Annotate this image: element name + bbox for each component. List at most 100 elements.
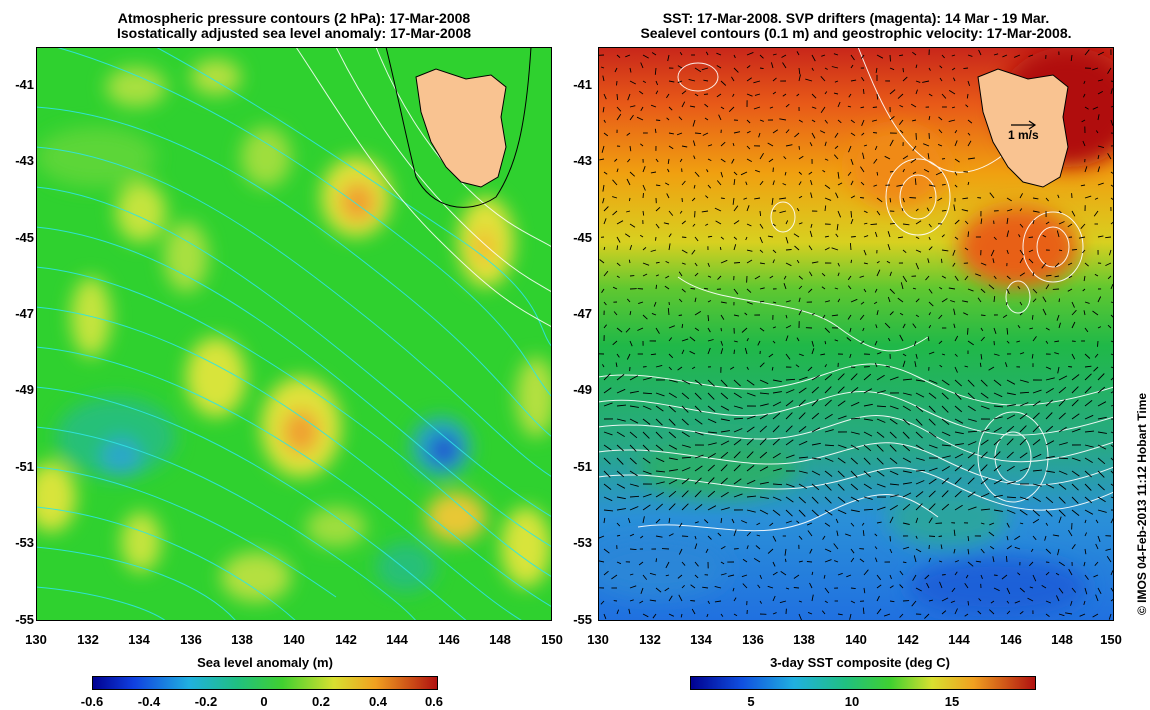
velocity-arrow — [993, 494, 1003, 498]
velocity-arrow — [694, 543, 698, 550]
velocity-arrow — [809, 230, 813, 238]
velocity-arrow — [785, 103, 790, 108]
velocity-arrow — [954, 405, 963, 413]
velocity-arrow — [603, 270, 609, 277]
velocity-arrow — [1017, 325, 1021, 329]
velocity-arrow — [953, 323, 956, 329]
velocity-arrow — [897, 93, 904, 99]
geostrophic-velocity-field — [598, 49, 1114, 621]
velocity-arrow — [755, 169, 761, 173]
velocity-arrow — [939, 560, 943, 563]
velocity-arrow — [629, 444, 637, 452]
velocity-arrow — [629, 67, 632, 73]
velocity-arrow — [1055, 595, 1060, 602]
velocity-arrow — [694, 405, 702, 413]
velocity-arrow — [1068, 568, 1073, 576]
velocity-arrow — [780, 571, 787, 576]
velocity-arrow — [785, 300, 791, 303]
velocity-arrow — [863, 222, 868, 225]
velocity-arrow — [707, 490, 716, 498]
velocity-arrow — [863, 373, 872, 381]
velocity-arrow — [928, 93, 933, 97]
velocity-arrow — [928, 184, 936, 187]
velocity-arrow — [824, 67, 828, 70]
imos-credit: © IMOS 04-Feb-2013 11:12 Hobart Time — [1135, 392, 1149, 615]
velocity-arrow — [1006, 379, 1016, 385]
velocity-arrow — [850, 387, 859, 394]
velocity-arrow — [811, 93, 817, 99]
velocity-arrow — [824, 386, 832, 394]
velocity-arrow — [966, 93, 969, 99]
velocity-arrow — [1014, 546, 1021, 550]
right-x-tick: 138 — [793, 632, 815, 647]
right-x-tick: 134 — [690, 632, 712, 647]
velocity-arrow — [1054, 340, 1060, 343]
velocity-arrow — [769, 106, 774, 109]
velocity-arrow — [1032, 453, 1042, 459]
velocity-arrow — [655, 184, 661, 187]
velocity-arrow — [850, 496, 860, 502]
velocity-arrow — [1006, 327, 1009, 335]
velocity-arrow — [1071, 509, 1080, 516]
velocity-arrow — [1110, 418, 1114, 420]
velocity-arrow — [1110, 431, 1114, 434]
left-y-tick: -41 — [15, 77, 34, 92]
velocity-arrow — [785, 335, 789, 342]
velocity-arrow — [1079, 613, 1086, 617]
velocity-arrow — [1045, 412, 1053, 420]
velocity-arrow — [889, 139, 894, 147]
velocity-arrow — [876, 351, 882, 355]
velocity-arrow — [1014, 600, 1021, 604]
velocity-arrow — [759, 509, 769, 515]
velocity-arrow — [655, 80, 659, 86]
velocity-arrow — [938, 116, 943, 121]
velocity-arrow — [650, 249, 657, 252]
velocity-arrow — [655, 470, 666, 473]
velocity-arrow — [967, 600, 970, 606]
velocity-arrow — [915, 491, 924, 498]
velocity-arrow — [928, 67, 931, 71]
velocity-arrow — [798, 155, 804, 160]
right-x-tick: 146 — [1000, 632, 1022, 647]
velocity-arrow — [849, 353, 852, 359]
velocity-arrow — [850, 444, 859, 450]
velocity-arrow — [824, 184, 831, 189]
velocity-arrow — [1092, 613, 1099, 618]
velocity-arrow — [1071, 386, 1079, 394]
velocity-arrow — [810, 192, 813, 199]
velocity-arrow — [824, 141, 827, 147]
velocity-arrow — [718, 114, 722, 121]
velocity-arrow — [1032, 535, 1037, 541]
velocity-arrow — [896, 184, 904, 187]
velocity-arrow — [694, 93, 699, 97]
velocity-arrow — [1019, 352, 1025, 355]
velocity-arrow — [954, 366, 958, 373]
velocity-arrow — [928, 467, 938, 472]
velocity-arrow — [902, 168, 905, 173]
velocity-arrow — [1006, 545, 1012, 550]
velocity-arrow — [889, 431, 897, 439]
velocity-arrow — [707, 347, 711, 355]
velocity-arrow — [1030, 548, 1034, 552]
velocity-arrow — [967, 477, 975, 485]
velocity-arrow — [863, 249, 867, 256]
tasmania-landmass — [415, 68, 507, 188]
velocity-arrow — [1082, 249, 1086, 254]
velocity-arrow — [837, 444, 847, 449]
velocity-arrow — [642, 166, 646, 173]
velocity-arrow — [767, 548, 774, 554]
velocity-arrow — [1045, 221, 1050, 225]
velocity-arrow — [915, 535, 918, 539]
velocity-arrow — [603, 218, 607, 225]
velocity-arrow — [1084, 365, 1092, 368]
velocity-arrow — [954, 158, 960, 163]
velocity-arrow — [655, 327, 660, 334]
velocity-arrow — [951, 67, 956, 71]
velocity-arrow — [1019, 312, 1023, 316]
sst-map: 1 m/s — [598, 47, 1114, 621]
velocity-arrow — [954, 392, 962, 400]
velocity-arrow — [784, 548, 787, 556]
velocity-arrow — [679, 158, 683, 163]
velocity-arrow — [613, 311, 618, 316]
velocity-arrow — [1045, 197, 1049, 202]
